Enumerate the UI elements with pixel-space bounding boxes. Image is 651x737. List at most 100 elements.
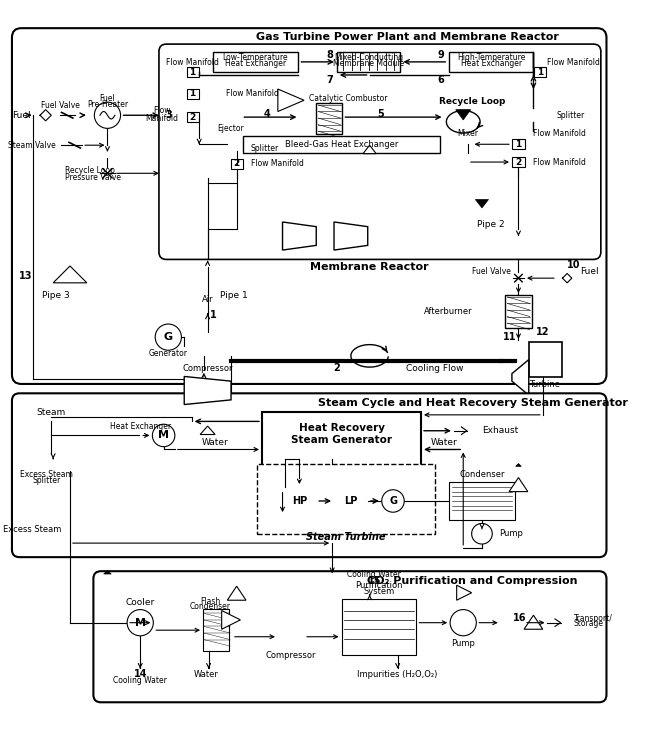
- Text: 3: 3: [165, 111, 172, 120]
- Polygon shape: [524, 615, 543, 629]
- Text: Cooling Flow: Cooling Flow: [406, 363, 464, 372]
- Text: Steam Generator: Steam Generator: [291, 435, 392, 445]
- Bar: [262, 412, 421, 478]
- Text: 2: 2: [516, 158, 521, 167]
- Text: Heat Exchanger: Heat Exchanger: [225, 59, 286, 69]
- Polygon shape: [509, 478, 528, 492]
- Circle shape: [381, 490, 404, 512]
- FancyBboxPatch shape: [93, 571, 607, 702]
- Text: Fuel: Fuel: [100, 94, 115, 103]
- Text: Water: Water: [431, 439, 458, 447]
- Bar: [187, 88, 199, 99]
- Text: Transport/: Transport/: [574, 613, 613, 623]
- Text: 10: 10: [567, 260, 581, 270]
- Bar: [337, 52, 400, 72]
- Text: 4: 4: [263, 109, 270, 119]
- Text: Pre-Heater: Pre-Heater: [87, 99, 128, 108]
- Polygon shape: [53, 266, 87, 283]
- Polygon shape: [456, 585, 472, 600]
- Bar: [187, 67, 199, 77]
- Text: Flow Manifold: Flow Manifold: [227, 89, 279, 98]
- Text: Cooling Water: Cooling Water: [348, 570, 401, 579]
- Text: 9: 9: [437, 50, 444, 60]
- Text: Compressor: Compressor: [182, 365, 233, 374]
- Text: Recycle Loop: Recycle Loop: [439, 97, 506, 105]
- Text: Heat Recovery: Heat Recovery: [299, 423, 385, 433]
- Text: Heat Exchanger: Heat Exchanger: [461, 59, 522, 69]
- Text: 8: 8: [326, 50, 333, 60]
- FancyBboxPatch shape: [159, 44, 601, 259]
- Text: Compressor: Compressor: [266, 651, 316, 660]
- Circle shape: [152, 425, 175, 447]
- Polygon shape: [334, 222, 368, 250]
- Text: Cooler: Cooler: [126, 598, 155, 607]
- Bar: [449, 52, 533, 72]
- Text: Turbine: Turbine: [529, 380, 560, 389]
- Text: Manifold: Manifold: [145, 113, 178, 122]
- Polygon shape: [512, 360, 529, 395]
- Text: Catalytic Combustor: Catalytic Combustor: [309, 94, 387, 103]
- Text: 7: 7: [326, 74, 333, 85]
- Circle shape: [472, 523, 492, 544]
- Text: G: G: [389, 496, 397, 506]
- Text: 1: 1: [189, 89, 196, 98]
- Text: Pipe 1: Pipe 1: [220, 290, 248, 299]
- Text: Fuel Valve: Fuel Valve: [41, 102, 80, 111]
- Text: Steam Turbine: Steam Turbine: [307, 531, 386, 542]
- Text: LP: LP: [344, 496, 357, 506]
- Text: Membrane Module: Membrane Module: [333, 59, 404, 69]
- Text: 1: 1: [189, 68, 196, 77]
- Text: M: M: [135, 618, 146, 628]
- Text: Fuel: Fuel: [12, 111, 31, 119]
- Bar: [187, 112, 199, 122]
- FancyBboxPatch shape: [12, 28, 607, 384]
- Text: G: G: [164, 332, 173, 342]
- Text: Pressure Valve: Pressure Valve: [65, 172, 121, 181]
- Text: System: System: [363, 587, 395, 596]
- Text: 5: 5: [378, 109, 384, 119]
- FancyBboxPatch shape: [12, 394, 607, 557]
- Polygon shape: [283, 222, 316, 250]
- Polygon shape: [222, 610, 240, 629]
- Bar: [203, 609, 229, 651]
- Text: Steam Valve: Steam Valve: [8, 141, 56, 150]
- Bar: [512, 157, 525, 167]
- Bar: [316, 103, 342, 134]
- Text: Low-Temperature: Low-Temperature: [223, 53, 288, 62]
- Text: Condenser: Condenser: [459, 470, 505, 479]
- Bar: [342, 599, 417, 655]
- Text: 1: 1: [210, 310, 217, 320]
- Text: Flow Manifold: Flow Manifold: [251, 159, 303, 169]
- Text: Ejector: Ejector: [217, 124, 244, 133]
- Text: CO₂ Purification and Compression: CO₂ Purification and Compression: [367, 576, 578, 586]
- Text: 16: 16: [512, 613, 526, 623]
- Text: Gas Turbine Power Plant and Membrane Reactor: Gas Turbine Power Plant and Membrane Rea…: [256, 32, 559, 41]
- Polygon shape: [104, 570, 111, 574]
- Text: Flow Manifold: Flow Manifold: [533, 158, 587, 167]
- Text: Mixed-Conducting: Mixed-Conducting: [334, 53, 403, 62]
- Polygon shape: [278, 89, 304, 111]
- Polygon shape: [184, 377, 231, 405]
- Circle shape: [94, 102, 120, 128]
- Bar: [534, 67, 546, 77]
- Text: Flow Manifold: Flow Manifold: [533, 130, 587, 139]
- Bar: [449, 482, 515, 520]
- Text: Mixer: Mixer: [458, 130, 478, 139]
- Text: 14: 14: [133, 669, 147, 680]
- Polygon shape: [200, 426, 215, 435]
- Text: Steam: Steam: [36, 408, 66, 416]
- Text: Afterburner: Afterburner: [424, 307, 473, 316]
- Text: Cooling Water: Cooling Water: [113, 677, 167, 685]
- Text: Splitter: Splitter: [33, 476, 61, 485]
- Text: Recycle Loop: Recycle Loop: [65, 166, 115, 175]
- Polygon shape: [456, 110, 471, 120]
- Text: Generator: Generator: [149, 349, 187, 358]
- Text: 1: 1: [516, 140, 521, 149]
- Text: 15: 15: [368, 576, 381, 586]
- Text: Purification: Purification: [355, 581, 403, 590]
- Text: 2: 2: [234, 159, 240, 169]
- Text: M: M: [158, 430, 169, 441]
- Text: Fuel: Fuel: [580, 267, 599, 276]
- Text: Water: Water: [193, 670, 218, 679]
- Text: 11: 11: [503, 332, 517, 342]
